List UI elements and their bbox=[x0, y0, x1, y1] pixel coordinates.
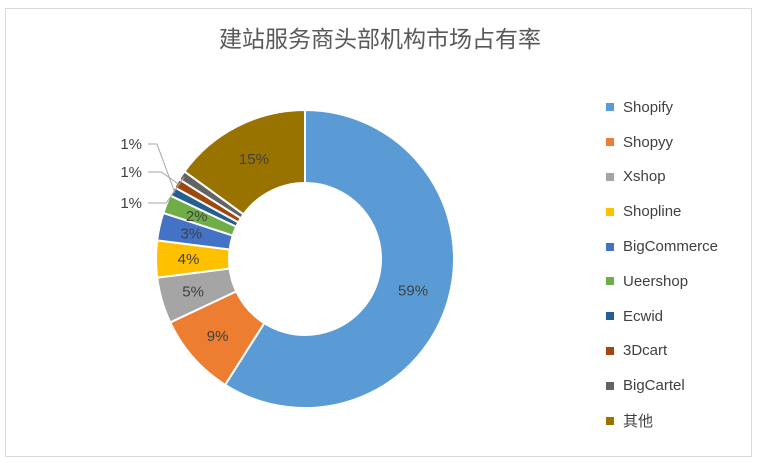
legend-swatch bbox=[606, 242, 614, 251]
data-label-shopline: 4% bbox=[178, 251, 200, 268]
slice-shopify bbox=[223, 108, 455, 409]
legend-swatch bbox=[606, 416, 614, 425]
legend-item-other: 其他 bbox=[606, 403, 756, 438]
legend-swatch bbox=[606, 381, 614, 390]
legend-item-3dcart: 3Dcart bbox=[606, 334, 756, 369]
legend-swatch bbox=[606, 207, 614, 216]
data-label-3dcart: 1% bbox=[120, 164, 142, 181]
legend-label: Shopline bbox=[623, 203, 682, 221]
slice-other bbox=[183, 108, 306, 216]
legend-label: Ueershop bbox=[623, 272, 689, 290]
data-label-ueershop: 2% bbox=[186, 208, 208, 225]
legend-swatch bbox=[606, 277, 614, 286]
data-label-bigcartel: 1% bbox=[120, 195, 142, 212]
legend-label: BigCommerce bbox=[623, 238, 719, 256]
legend-swatch bbox=[606, 172, 614, 181]
leader-line-ecwid bbox=[148, 143, 176, 193]
legend-label: 其他 bbox=[623, 413, 654, 431]
legend-item-shopyy: Shopyy bbox=[606, 125, 756, 160]
legend-item-xshop: Xshop bbox=[606, 160, 756, 195]
legend-swatch bbox=[606, 103, 614, 112]
data-label-bigcommerce: 3% bbox=[180, 226, 202, 243]
chart-title: 建站服务商头部机构市场占有率 bbox=[219, 27, 541, 53]
legend-item-shopify: Shopify bbox=[606, 90, 756, 125]
legend-label: Shopyy bbox=[623, 133, 674, 151]
legend-item-bigcartel: BigCartel bbox=[606, 368, 756, 403]
legend-label: Xshop bbox=[623, 168, 666, 186]
legend-item-bigcommerce: BigCommerce bbox=[606, 229, 756, 264]
legend-label: BigCartel bbox=[623, 377, 685, 395]
chart-legend: Shopify Shopyy Xshop Shopline BigCommerce Uee… bbox=[606, 90, 756, 438]
data-label-ecwid: 1% bbox=[120, 136, 142, 153]
legend-item-shopline: Shopline bbox=[606, 194, 756, 229]
leader-line-3dcart bbox=[148, 171, 180, 186]
legend-label: Shopify bbox=[623, 98, 674, 116]
legend-item-ecwid: Ecwid bbox=[606, 299, 756, 334]
legend-swatch bbox=[606, 346, 614, 355]
data-label-shopyy: 9% bbox=[207, 328, 229, 345]
legend-swatch bbox=[606, 138, 614, 147]
legend-label: 3Dcart bbox=[623, 342, 668, 360]
data-label-other: 15% bbox=[239, 151, 269, 168]
data-label-xshop: 5% bbox=[182, 284, 204, 301]
legend-item-ueershop: Ueershop bbox=[606, 264, 756, 299]
legend-label: Ecwid bbox=[623, 307, 664, 325]
leader-line-bigcartel bbox=[148, 176, 185, 204]
legend-swatch bbox=[606, 312, 614, 321]
data-label-shopify: 59% bbox=[398, 282, 428, 299]
